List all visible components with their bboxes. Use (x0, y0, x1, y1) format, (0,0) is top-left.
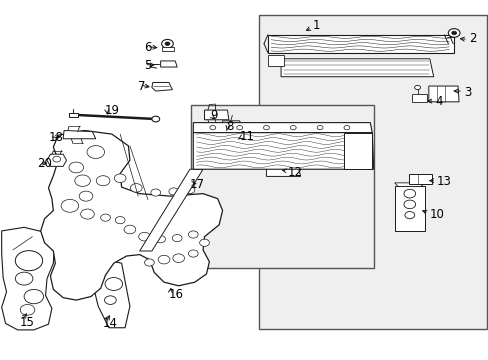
Polygon shape (160, 61, 177, 67)
Polygon shape (89, 257, 130, 328)
Polygon shape (408, 174, 431, 184)
Circle shape (172, 254, 184, 262)
Text: 18: 18 (48, 131, 63, 144)
Text: 17: 17 (189, 178, 204, 191)
Text: 3: 3 (463, 86, 470, 99)
Circle shape (124, 225, 136, 234)
Text: 19: 19 (104, 104, 119, 117)
Circle shape (15, 272, 33, 285)
Circle shape (61, 199, 79, 212)
Circle shape (104, 296, 116, 305)
Circle shape (290, 126, 296, 130)
Circle shape (130, 184, 142, 192)
Circle shape (414, 85, 420, 90)
Circle shape (263, 126, 269, 130)
Text: 15: 15 (19, 316, 34, 329)
Circle shape (172, 234, 182, 242)
Text: 6: 6 (144, 41, 152, 54)
Circle shape (451, 31, 456, 35)
Text: 10: 10 (429, 208, 444, 221)
Text: 16: 16 (168, 288, 183, 301)
Circle shape (152, 116, 159, 122)
Text: 13: 13 (436, 175, 451, 188)
Polygon shape (140, 169, 203, 251)
Polygon shape (69, 113, 78, 117)
Polygon shape (47, 154, 66, 166)
Polygon shape (267, 35, 453, 53)
Text: 12: 12 (287, 166, 302, 179)
Text: 20: 20 (37, 157, 52, 170)
Circle shape (168, 188, 178, 195)
Text: 9: 9 (210, 109, 218, 122)
Polygon shape (1, 227, 54, 330)
Circle shape (151, 189, 160, 196)
Polygon shape (266, 162, 300, 176)
Circle shape (53, 156, 61, 162)
Circle shape (105, 278, 122, 291)
Polygon shape (411, 94, 427, 102)
Text: 5: 5 (144, 59, 152, 72)
Circle shape (158, 255, 169, 264)
Circle shape (343, 126, 349, 130)
Polygon shape (41, 131, 222, 300)
Text: 14: 14 (103, 317, 118, 330)
Circle shape (317, 126, 323, 130)
Polygon shape (204, 110, 228, 120)
Polygon shape (344, 133, 371, 169)
Circle shape (87, 145, 104, 158)
Polygon shape (281, 59, 433, 77)
Bar (161, 46, 173, 51)
Circle shape (69, 162, 83, 173)
Circle shape (96, 176, 110, 186)
Polygon shape (190, 105, 373, 268)
Text: 8: 8 (226, 121, 233, 134)
Circle shape (199, 239, 209, 246)
Polygon shape (222, 121, 242, 128)
Polygon shape (394, 183, 424, 186)
Text: 4: 4 (435, 95, 442, 108)
Circle shape (81, 209, 94, 219)
Circle shape (447, 29, 459, 37)
Circle shape (164, 42, 169, 45)
Polygon shape (152, 82, 172, 91)
Circle shape (79, 191, 93, 201)
Polygon shape (193, 133, 373, 169)
Circle shape (236, 126, 242, 130)
Circle shape (24, 289, 43, 304)
Circle shape (114, 174, 126, 183)
Polygon shape (193, 123, 371, 133)
Circle shape (139, 232, 150, 241)
Circle shape (188, 231, 198, 238)
Circle shape (404, 212, 414, 219)
Circle shape (403, 200, 415, 209)
Polygon shape (63, 131, 96, 139)
Circle shape (75, 175, 90, 186)
Polygon shape (259, 15, 487, 329)
Circle shape (184, 186, 194, 194)
Circle shape (161, 40, 173, 48)
Polygon shape (394, 186, 424, 231)
Text: 2: 2 (468, 32, 475, 45)
Circle shape (188, 250, 198, 257)
Polygon shape (267, 55, 283, 66)
Circle shape (156, 235, 165, 243)
Circle shape (15, 251, 42, 271)
Text: 1: 1 (312, 19, 320, 32)
Circle shape (209, 126, 215, 130)
Polygon shape (428, 86, 458, 102)
Text: 7: 7 (138, 80, 145, 93)
Circle shape (101, 214, 110, 221)
Polygon shape (199, 130, 248, 140)
Circle shape (144, 259, 154, 266)
Text: 11: 11 (239, 130, 254, 144)
Circle shape (20, 305, 35, 315)
Circle shape (403, 189, 415, 198)
Circle shape (115, 217, 125, 224)
